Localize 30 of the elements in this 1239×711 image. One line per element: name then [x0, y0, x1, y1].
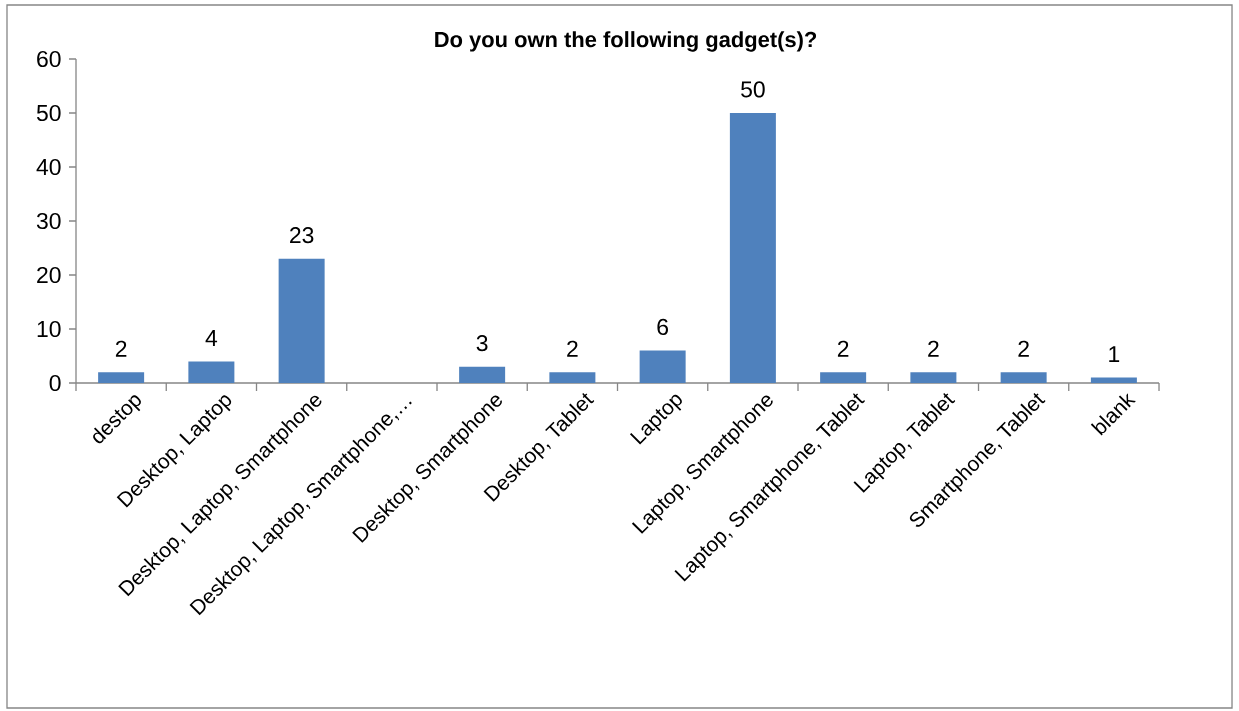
- data-label: 50: [741, 81, 765, 98]
- data-label: 2: [1018, 340, 1029, 357]
- bar: [278, 258, 325, 383]
- data-label: 23: [290, 227, 314, 244]
- bar: [549, 372, 596, 383]
- y-tick-label: 30: [36, 212, 61, 230]
- bar: [639, 350, 686, 383]
- data-label: 3: [476, 335, 488, 352]
- bar: [188, 361, 235, 383]
- data-label: 1: [1109, 346, 1120, 363]
- y-tick-label: 10: [37, 320, 61, 338]
- data-label: 2: [567, 340, 578, 357]
- y-tick-label: 40: [36, 158, 61, 176]
- bar: [910, 372, 957, 383]
- data-label: 2: [837, 340, 849, 357]
- y-tick-label: 0: [49, 374, 61, 392]
- bar: [729, 113, 776, 383]
- data-label: 6: [657, 318, 668, 336]
- bar: [1000, 372, 1047, 383]
- chart-title: Do you own the following gadget(s)?: [435, 31, 817, 52]
- y-tick-label: 20: [37, 266, 61, 284]
- bar: [98, 372, 145, 383]
- bar: [1090, 377, 1137, 383]
- bar: [459, 366, 506, 383]
- data-label: 2: [115, 340, 127, 357]
- bar: [820, 372, 867, 383]
- y-tick-label: 60: [37, 50, 61, 68]
- data-label: 2: [928, 340, 939, 357]
- data-label: 4: [205, 330, 218, 346]
- y-tick-label: 50: [36, 104, 61, 122]
